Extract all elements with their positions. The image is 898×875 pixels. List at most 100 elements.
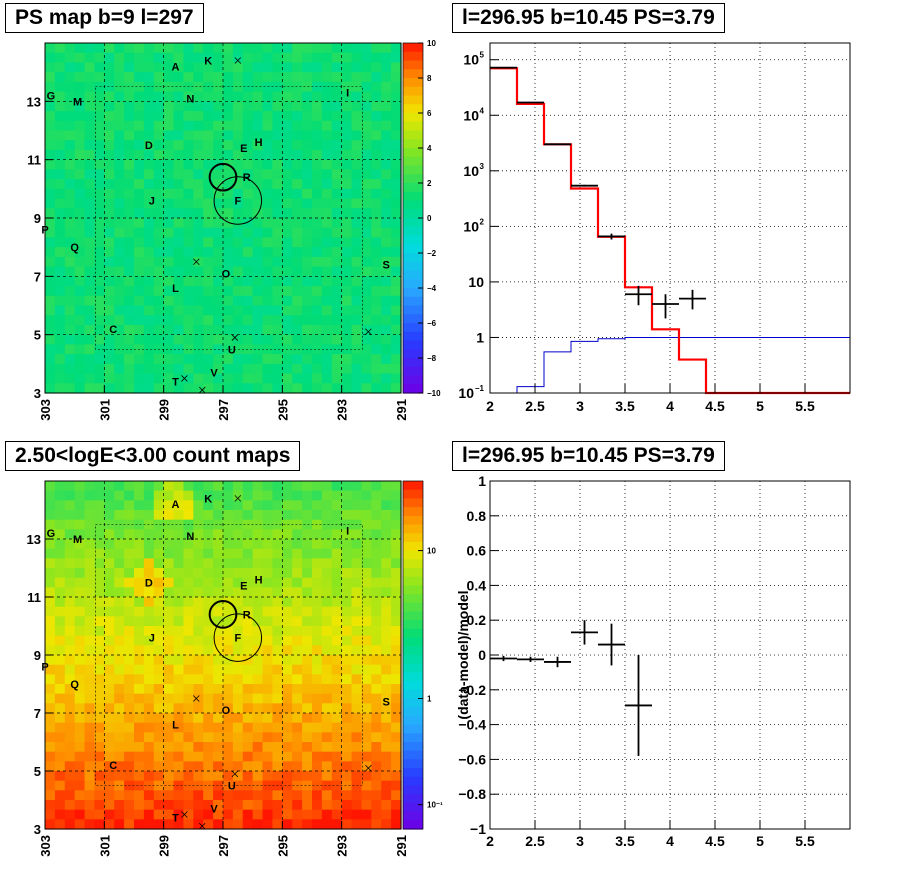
map-pixel xyxy=(252,587,264,598)
map-pixel xyxy=(272,62,283,73)
map-pixel xyxy=(282,626,293,637)
map-pixel xyxy=(54,169,66,180)
map-pixel xyxy=(351,295,363,307)
map-pixel xyxy=(54,800,66,811)
map-pixel xyxy=(54,208,66,219)
map-pixel xyxy=(104,771,115,782)
map-pixel xyxy=(64,198,76,209)
map-pixel xyxy=(94,179,105,190)
map-pixel xyxy=(272,732,283,743)
map-pixel xyxy=(381,276,392,287)
map-pixel xyxy=(64,606,76,617)
map-pixel xyxy=(173,373,185,384)
map-pixel xyxy=(74,780,86,791)
map-pixel xyxy=(321,43,333,54)
map-pixel xyxy=(193,742,204,753)
map-pixel xyxy=(252,315,264,326)
map-pixel xyxy=(45,597,56,608)
map-pixel xyxy=(114,684,125,695)
map-pixel xyxy=(153,130,165,141)
map-pixel xyxy=(262,713,274,724)
map-pixel xyxy=(54,819,66,830)
map-pixel xyxy=(262,703,274,714)
colorbar-swatch xyxy=(403,611,423,621)
map-pixel xyxy=(331,732,343,743)
map-pixel xyxy=(134,256,145,268)
map-pixel xyxy=(104,645,115,656)
map-pixel xyxy=(232,266,244,277)
y-tick-label: 3 xyxy=(34,822,41,837)
map-pixel xyxy=(114,761,125,772)
map-pixel xyxy=(94,324,105,336)
map-pixel xyxy=(223,149,234,161)
map-pixel xyxy=(143,159,155,170)
map-pixel xyxy=(54,43,66,54)
map-pixel xyxy=(351,481,363,492)
map-pixel xyxy=(74,305,86,316)
map-pixel xyxy=(124,120,135,132)
map-pixel xyxy=(213,266,224,277)
map-pixel xyxy=(124,159,135,170)
map-pixel xyxy=(242,790,254,801)
y-tick-label: 10 xyxy=(463,107,479,123)
map-pixel xyxy=(341,751,353,762)
x-tick-label: 4.5 xyxy=(705,833,725,849)
map-pixel xyxy=(213,179,224,190)
map-pixel xyxy=(242,198,254,209)
map-pixel xyxy=(64,247,76,258)
colorbar-swatch xyxy=(403,663,423,673)
map-pixel xyxy=(124,334,135,345)
map-pixel xyxy=(143,101,155,112)
map-pixel xyxy=(203,179,214,190)
map-pixel xyxy=(153,568,165,579)
map-pixel xyxy=(124,188,135,200)
map-pixel xyxy=(74,722,86,733)
map-pixel xyxy=(153,500,165,511)
colorbar-swatch xyxy=(403,165,423,175)
map-pixel xyxy=(104,568,115,579)
map-pixel xyxy=(262,169,274,180)
map-pixel xyxy=(54,751,66,762)
map-pixel xyxy=(64,159,76,170)
map-pixel xyxy=(331,344,343,355)
map-pixel xyxy=(252,500,264,511)
map-pixel xyxy=(232,218,244,229)
map-pixel xyxy=(45,324,56,336)
map-pixel xyxy=(331,208,343,219)
colorbar-swatch xyxy=(403,715,423,726)
map-pixel xyxy=(203,481,214,492)
map-pixel xyxy=(381,286,392,297)
map-pixel xyxy=(331,713,343,724)
map-pixel xyxy=(54,587,66,598)
x-tick-label: 299 xyxy=(157,835,172,857)
map-pixel xyxy=(223,568,234,579)
map-pixel xyxy=(331,510,343,521)
map-pixel xyxy=(262,558,274,569)
map-pixel xyxy=(163,247,175,258)
colorbar-swatch xyxy=(403,568,423,578)
map-pixel xyxy=(193,266,204,277)
map-pixel xyxy=(292,510,303,521)
map-pixel xyxy=(262,809,274,820)
colorbar-tick-label: 10 xyxy=(427,547,436,556)
map-pixel xyxy=(193,761,204,772)
map-pixel xyxy=(391,286,402,297)
map-pixel xyxy=(74,286,86,297)
map-pixel xyxy=(262,664,274,675)
map-pixel xyxy=(272,597,283,608)
x-tick-label: 4 xyxy=(666,833,674,849)
map-pixel xyxy=(153,481,165,492)
map-pixel xyxy=(84,101,96,112)
map-pixel xyxy=(153,354,165,365)
map-pixel xyxy=(143,800,155,811)
map-pixel xyxy=(321,568,333,579)
map-pixel xyxy=(203,819,214,830)
map-pixel xyxy=(232,324,244,336)
map-pixel xyxy=(371,519,382,530)
map-pixel xyxy=(262,481,274,492)
map-pixel xyxy=(143,780,155,791)
map-pixel xyxy=(163,237,175,248)
map-pixel xyxy=(153,635,165,646)
map-pixel xyxy=(143,62,155,73)
